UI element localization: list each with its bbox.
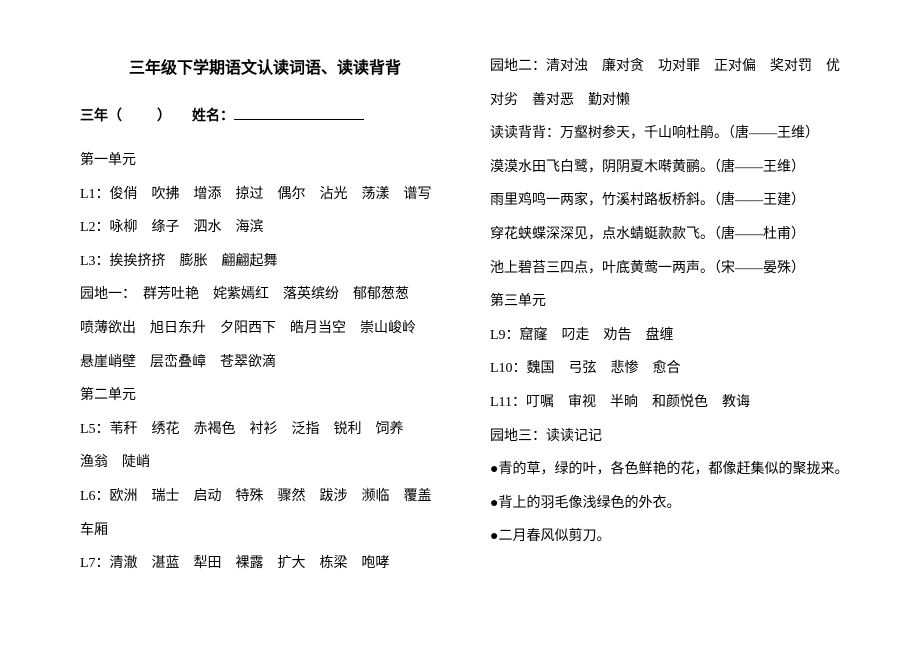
right-line: 读读背背：万壑树参天，千山响杜鹃。（唐——王维） <box>490 117 860 151</box>
left-line: 渔翁 陡峭 <box>80 446 450 480</box>
left-line: 车厢 <box>80 514 450 548</box>
left-line: L7：清澈 湛蓝 犁田 裸露 扩大 栋梁 咆哮 <box>80 547 450 581</box>
left-line: 悬崖峭壁 层峦叠嶂 苍翠欲滴 <box>80 346 450 380</box>
name-row: 三年（ ） 姓名： <box>80 100 450 134</box>
left-line: L6：欧洲 瑞士 启动 特殊 骤然 跋涉 濒临 覆盖 <box>80 480 450 514</box>
right-column: 园地二：清对浊 廉对贪 功对罪 正对偏 奖对罚 优对劣 善对恶 勤对懒读读背背：… <box>490 50 860 581</box>
left-line: 第二单元 <box>80 379 450 413</box>
right-line: 第三单元 <box>490 285 860 319</box>
left-line: L1：俊俏 吹拂 增添 掠过 偶尔 沾光 荡漾 谱写 <box>80 178 450 212</box>
left-line: L2：咏柳 绦子 泗水 海滨 <box>80 211 450 245</box>
left-line: L3：挨挨挤挤 膨胀 翩翩起舞 <box>80 245 450 279</box>
right-line: 雨里鸡鸣一两家，竹溪村路板桥斜。（唐——王建） <box>490 184 860 218</box>
right-line: 池上碧苔三四点，叶底黄莺一两声。（宋——晏殊） <box>490 252 860 286</box>
name-underline <box>234 106 364 120</box>
right-line: L9：窟窿 叼走 劝告 盘缠 <box>490 319 860 353</box>
class-mid: ） <box>157 109 171 124</box>
right-line: 对劣 善对恶 勤对懒 <box>490 84 860 118</box>
left-column: 三年级下学期语文认读词语、读读背背 三年（ ） 姓名： 第一单元L1：俊俏 吹拂… <box>80 50 450 581</box>
right-line: 穿花蛱蝶深深见，点水蜻蜓款款飞。（唐——杜甫） <box>490 218 860 252</box>
right-line: ●青的草，绿的叶，各色鲜艳的花，都像赶集似的聚拢来。 <box>490 453 860 487</box>
left-line: 喷薄欲出 旭日东升 夕阳西下 皓月当空 崇山峻岭 <box>80 312 450 346</box>
right-line: L11：叮嘱 审视 半晌 和颜悦色 教诲 <box>490 386 860 420</box>
left-line: 第一单元 <box>80 144 450 178</box>
right-line: 漠漠水田飞白鹭，阴阴夏木啭黄鹂。（唐——王维） <box>490 151 860 185</box>
right-line: 园地二：清对浊 廉对贪 功对罪 正对偏 奖对罚 优 <box>490 50 860 84</box>
right-line: 园地三：读读记记 <box>490 420 860 454</box>
left-line: 园地一： 群芳吐艳 姹紫嫣红 落英缤纷 郁郁葱葱 <box>80 278 450 312</box>
left-line: L5：苇秆 绣花 赤褐色 衬衫 泛指 锐利 饲养 <box>80 413 450 447</box>
right-line: L10：魏国 弓弦 悲惨 愈合 <box>490 352 860 386</box>
document-title: 三年级下学期语文认读词语、读读背背 <box>80 50 450 88</box>
right-line: ●背上的羽毛像浅绿色的外衣。 <box>490 487 860 521</box>
name-label: 姓名： <box>192 109 234 124</box>
right-line: ●二月春风似剪刀。 <box>490 520 860 554</box>
class-prefix: 三年（ <box>80 109 122 124</box>
